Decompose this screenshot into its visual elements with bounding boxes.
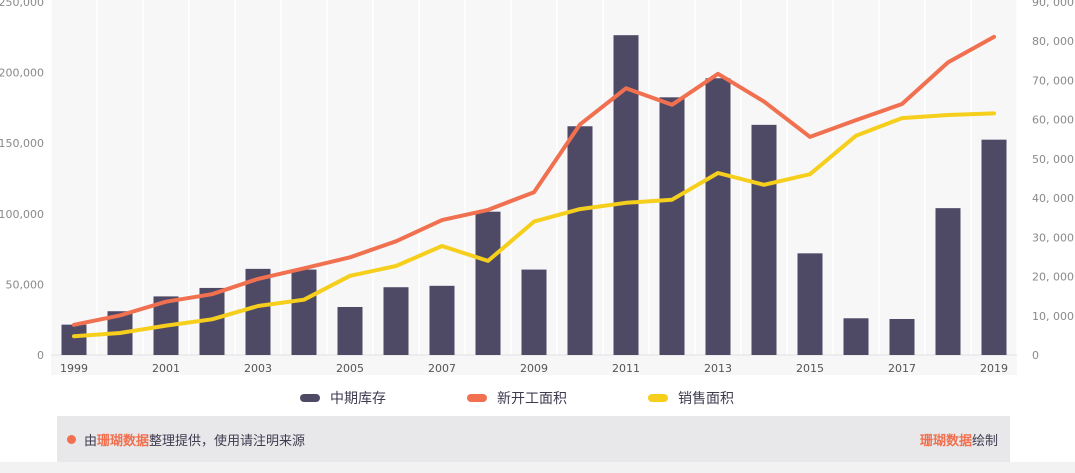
legend-label-sales: 销售面积 <box>678 391 734 407</box>
legend-item-sales: 销售面积 <box>648 388 734 408</box>
x-tick-label: 2011 <box>612 362 640 375</box>
x-tick-label: 2007 <box>428 362 456 375</box>
bar-2017 <box>889 318 915 355</box>
legend-swatch-sales <box>648 394 668 402</box>
bar-1999 <box>61 324 87 355</box>
bottom-strip <box>0 462 1075 473</box>
legend-item-new-starts: 新开工面积 <box>467 388 567 408</box>
x-tick-label: 2009 <box>520 362 548 375</box>
line-sales <box>72 111 996 339</box>
legend-label-inventory: 中期库存 <box>330 391 386 407</box>
x-tick-label: 2017 <box>888 362 916 375</box>
footer-prefix: 由 <box>84 433 98 449</box>
bar-2012 <box>659 97 685 355</box>
line-new-starts <box>72 34 996 327</box>
chart: 0 50,000 100,000 150,000 200,000 250,000 0 10, … <box>0 0 1074 375</box>
bar-2011 <box>613 35 639 355</box>
bar-2007 <box>429 285 455 355</box>
legend: 中期库存 新开工面积 销售面积 <box>0 388 1075 412</box>
bar-2009 <box>521 269 547 355</box>
bar-2005 <box>337 306 363 355</box>
bar-2014 <box>751 124 777 356</box>
bar-2006 <box>383 287 409 355</box>
y-right-tick-label: 40, 000 <box>1032 192 1074 205</box>
y-right-tick-label: 20, 000 <box>1032 271 1074 284</box>
bar-2015 <box>797 253 823 355</box>
legend-swatch-inventory <box>300 394 320 402</box>
y-right-tick-label: 90, 000 <box>1032 0 1074 9</box>
x-tick-label: 2001 <box>152 362 180 375</box>
y-left-tick-label: 250,000 <box>0 0 44 9</box>
y-left-tick-label: 0 <box>37 349 44 362</box>
y-right-tick-label: 70, 000 <box>1032 74 1074 87</box>
footer-right-suffix: 绘制 <box>971 433 998 449</box>
footer-bar: 由 珊瑚数据 整理提供，使用请注明来源 珊瑚数据 绘制 <box>57 416 1010 462</box>
x-tick-label: 1999 <box>60 362 88 375</box>
legend-swatch-new-starts <box>467 394 487 402</box>
footer-brand: 珊瑚数据 <box>97 433 150 449</box>
x-tick-label: 2019 <box>980 362 1008 375</box>
x-tick-label: 2003 <box>244 362 272 375</box>
bar-2018 <box>935 208 961 355</box>
y-right-tick-label: 80, 000 <box>1032 35 1074 48</box>
x-tick-label: 2005 <box>336 362 364 375</box>
legend-item-inventory: 中期库存 <box>300 388 386 408</box>
y-left-tick-label: 150,000 <box>0 137 44 150</box>
bar-2013 <box>705 78 731 356</box>
x-tick-label: 2015 <box>796 362 824 375</box>
footer-dot-icon <box>67 434 76 444</box>
bar-2010 <box>567 126 593 355</box>
y-left-tick-label: 100,000 <box>0 208 44 221</box>
y-right-tick-label: 50, 000 <box>1032 153 1074 166</box>
y-right-tick-label: 10, 000 <box>1032 310 1074 323</box>
footer-source-note: 由 珊瑚数据 整理提供，使用请注明来源 <box>67 416 305 462</box>
x-axis-band <box>51 355 1017 375</box>
y-right-tick-label: 0 <box>1032 349 1039 362</box>
footer-right-brand: 珊瑚数据 <box>919 433 972 449</box>
bar-2008 <box>475 211 501 355</box>
footer-suffix: 整理提供，使用请注明来源 <box>149 433 306 449</box>
bar-2019 <box>981 139 1007 355</box>
y-left-tick-label: 50,000 <box>6 278 45 291</box>
legend-label-new-starts: 新开工面积 <box>497 391 567 407</box>
y-right-tick-label: 30, 000 <box>1032 231 1074 244</box>
x-tick-label: 2013 <box>704 362 732 375</box>
footer-credit: 珊瑚数据 绘制 <box>920 416 998 462</box>
bar-2004 <box>291 269 317 355</box>
y-right-tick-label: 60, 000 <box>1032 114 1074 127</box>
y-left-tick-label: 200,000 <box>0 67 44 80</box>
bar-2016 <box>843 318 869 355</box>
